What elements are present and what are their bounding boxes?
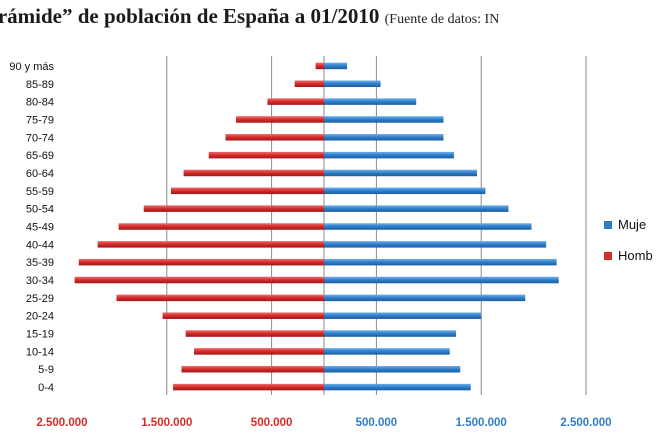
legend: Muje Homb [604,217,653,263]
bar-female-5-9 [324,365,461,373]
y-tick-label-25-29: 25-29 [26,293,54,305]
y-tick-label-5-9: 5-9 [38,364,54,376]
x-tick-label-4: 1.500.000 [456,417,507,429]
bar-male-45-49 [118,223,324,230]
y-tick-label-60-64: 60-64 [26,168,54,180]
bar-male-80-84 [267,98,324,105]
y-axis-labels: 90 y más 85-89 80-84 75-79 70-74 65-69 60-64 55… [9,61,54,394]
bar-female-30-34 [324,276,559,284]
bar-male-15-19 [185,330,324,337]
bar-male-55-59 [170,187,324,195]
y-tick-label-70-74: 70-74 [26,132,54,144]
legend-swatch-female [604,221,612,229]
y-tick-label-65-69: 65-69 [26,150,54,162]
x-tick-label-1: 1.500.000 [141,417,192,429]
bar-male-10-14 [194,348,324,355]
bar-male-50-54 [143,205,324,212]
bar-male-0-4 [173,383,324,391]
y-tick-label-90 y más: 90 y más [9,61,54,73]
x-axis-labels: 2.500.000 1.500.000 500.000 500.000 1.500.00… [36,417,611,429]
y-tick-label-40-44: 40-44 [26,239,54,251]
bar-female-50-54 [324,205,509,212]
bar-female-15-19 [324,330,457,337]
bar-female-25-29 [324,294,526,302]
x-tick-label-3: 500.000 [356,417,398,429]
y-tick-label-0-4: 0-4 [38,382,54,394]
chart-title: irámide” de población de España a 01/201… [0,4,499,29]
y-tick-label-20-24: 20-24 [26,311,54,323]
bar-male-40-44 [97,241,324,248]
y-tick-label-80-84: 80-84 [26,97,54,109]
y-tick-label-85-89: 85-89 [26,79,54,91]
bar-male-90 y más [315,62,324,70]
bar-male-5-9 [181,365,324,373]
bar-female-20-24 [324,312,482,319]
y-tick-label-45-49: 45-49 [26,222,54,234]
bar-male-65-69 [208,151,324,159]
x-tick-label-5: 2.500.000 [560,417,611,429]
chart-subtitle: (Fuente de datos: IN [384,12,500,27]
bar-female-55-59 [324,187,486,195]
bar-female-90 y más [324,62,348,70]
bar-female-70-74 [324,134,444,141]
y-tick-label-10-14: 10-14 [26,346,54,358]
chart-title-text: irámide” de población de España a 01/201… [0,4,380,28]
bar-female-85-89 [324,80,381,88]
bar-female-10-14 [324,348,450,355]
bar-female-65-69 [324,151,454,159]
y-tick-label-55-59: 55-59 [26,186,54,198]
bar-female-35-39 [324,258,557,266]
bar-male-70-74 [225,134,324,141]
y-tick-label-15-19: 15-19 [26,329,54,341]
bar-male-60-64 [183,169,324,177]
bar-female-80-84 [324,98,417,105]
y-tick-label-75-79: 75-79 [26,114,54,126]
bar-male-25-29 [116,294,324,302]
bar-male-85-89 [294,80,324,88]
y-tick-label-30-34: 30-34 [26,275,54,287]
bar-female-40-44 [324,241,547,248]
bar-female-45-49 [324,223,532,230]
bars [74,62,559,391]
legend-label-male: Homb [618,248,653,263]
x-tick-label-2: 500.000 [251,417,293,429]
bar-male-35-39 [78,258,324,266]
bar-female-75-79 [324,116,444,123]
legend-label-female: Muje [618,217,646,232]
bar-female-60-64 [324,169,478,177]
bar-male-75-79 [235,116,324,123]
legend-swatch-male [604,252,612,260]
bar-female-0-4 [324,383,471,391]
x-tick-label-0: 2.500.000 [36,417,87,429]
bar-male-30-34 [74,276,325,284]
bar-male-20-24 [162,312,324,319]
y-tick-label-35-39: 35-39 [26,257,54,269]
y-tick-label-50-54: 50-54 [26,204,54,216]
